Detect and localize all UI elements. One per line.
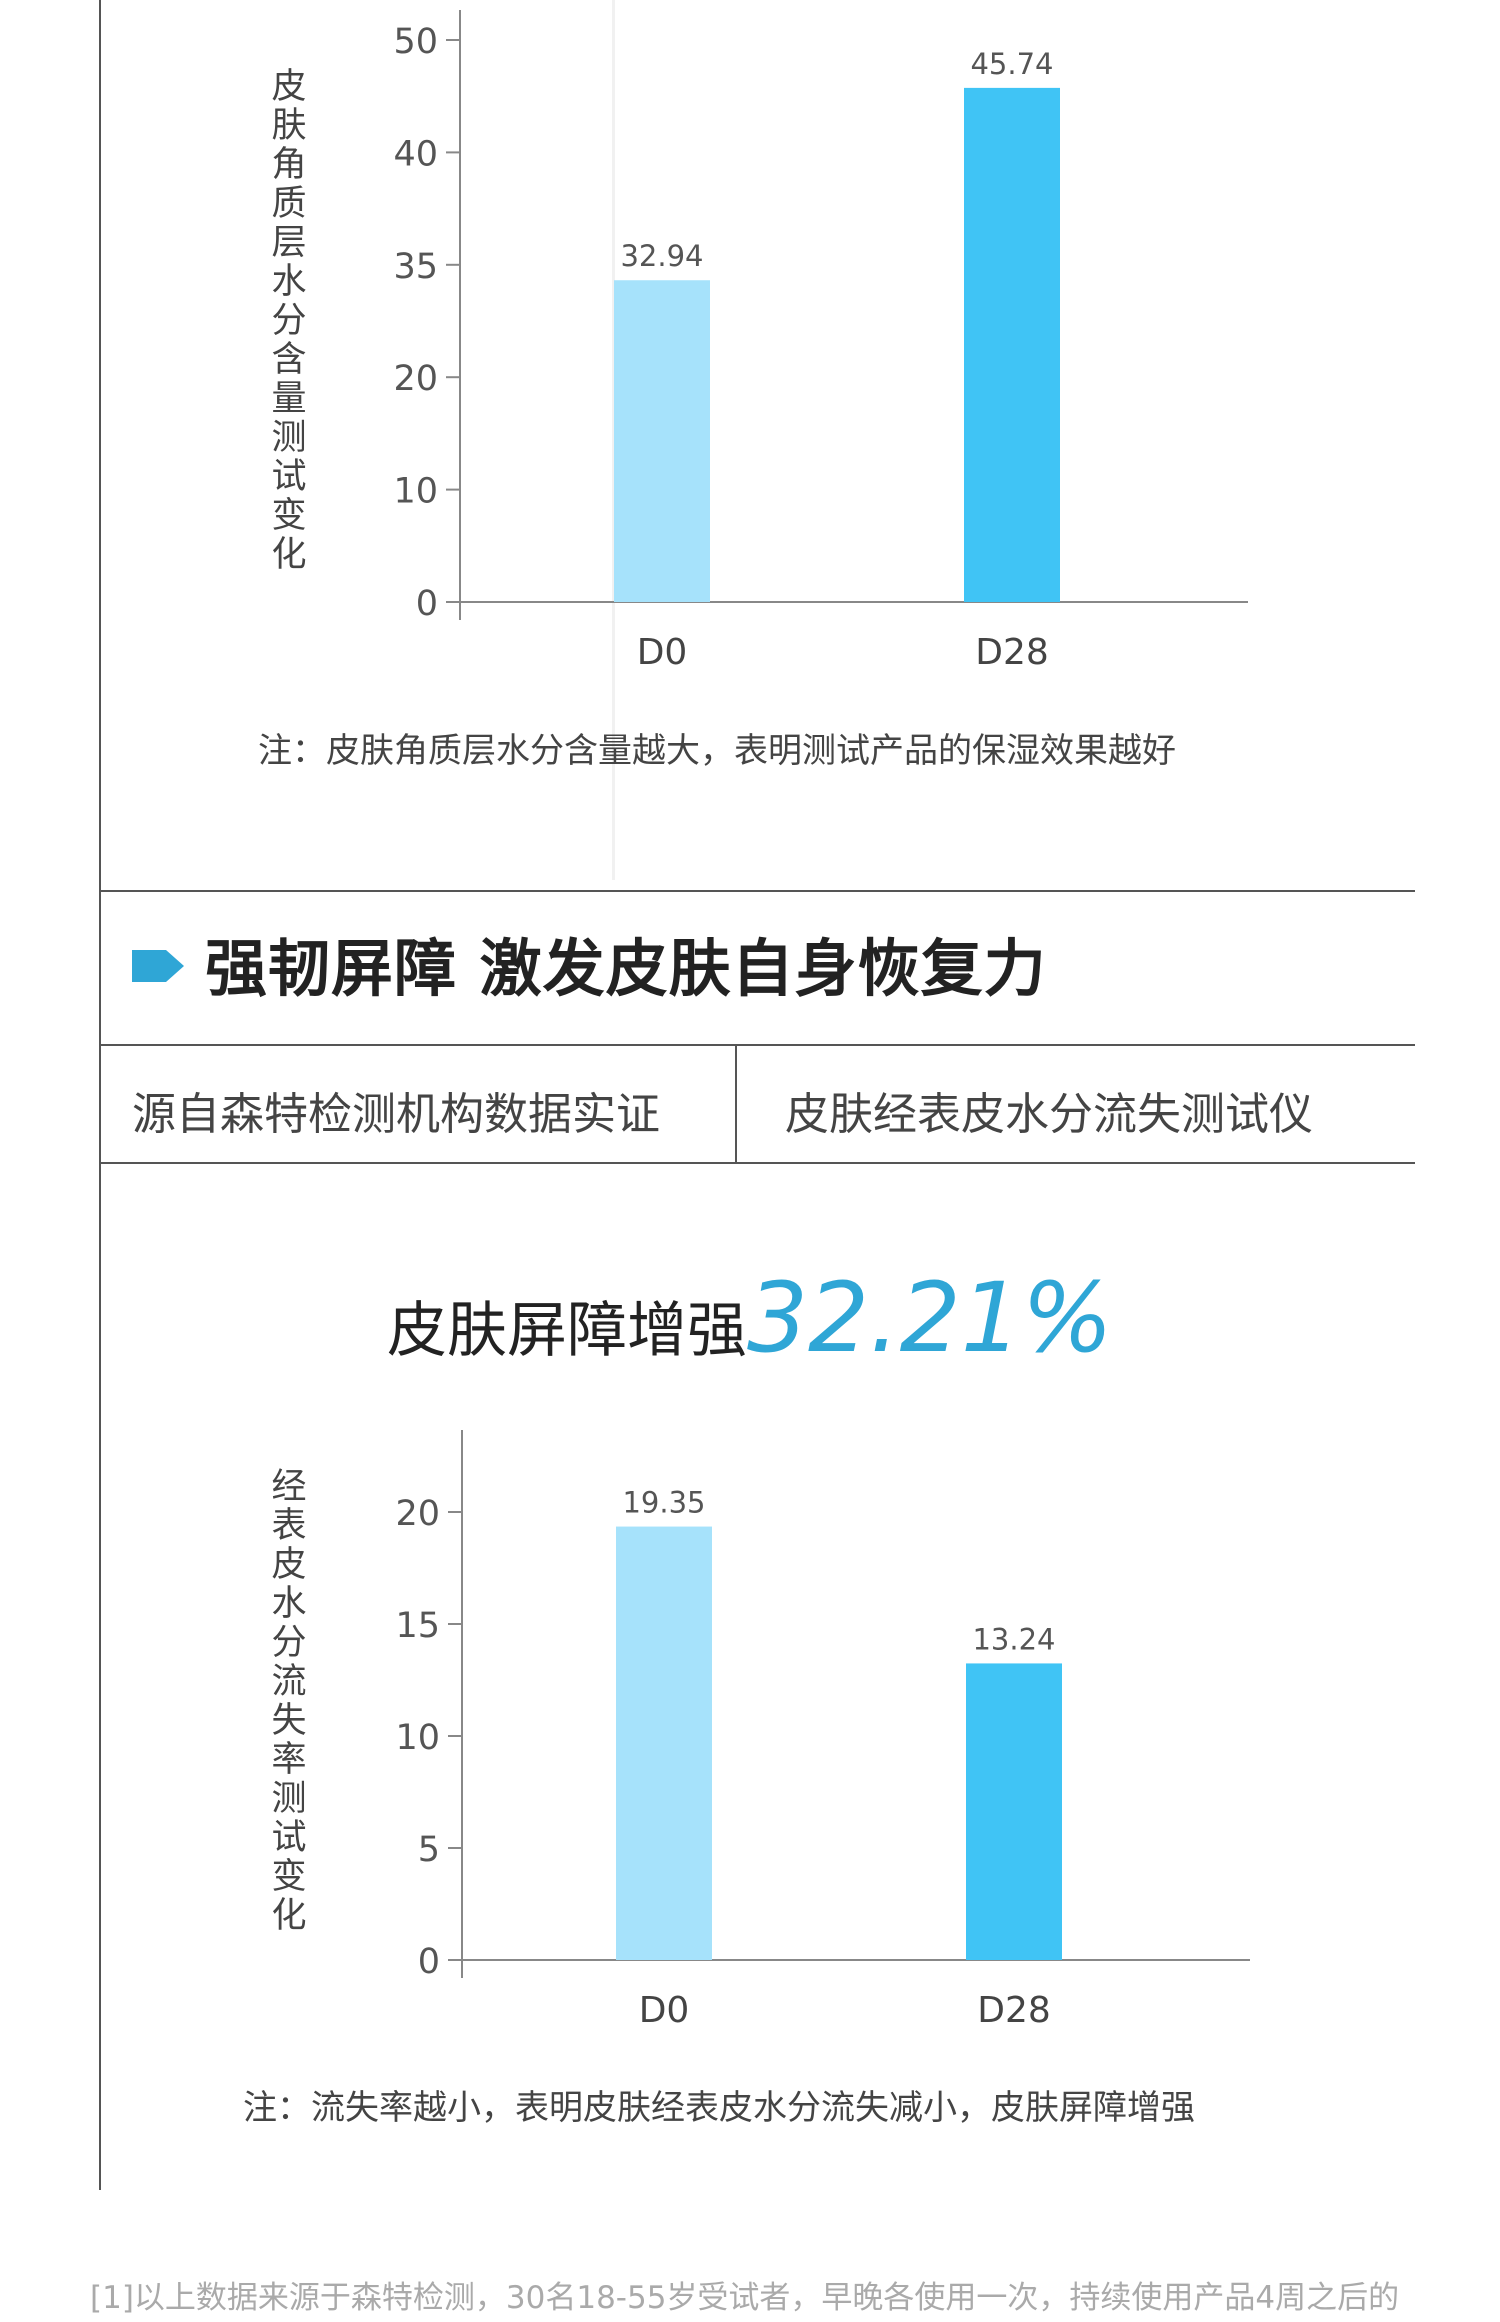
chart2-x-tick-label-d0: D0	[639, 1990, 690, 2031]
chart1-y-tick-label: 10	[393, 472, 438, 512]
frame-left-line-top	[99, 0, 101, 891]
chart2-y-tick-label: 0	[418, 1942, 440, 1982]
chart2-y-tick-label: 15	[395, 1606, 440, 1646]
chart2-svg: 0 5 10 15 20 19.35 D0 13.24 D28	[395, 1430, 1250, 2031]
chart1-data-label-d0: 32.94	[620, 239, 703, 273]
chart2-note: 注：流失率越小，表明皮肤经表皮水分流失减小，皮肤屏障增强	[243, 2088, 1195, 2128]
chart2-bar-d28	[966, 1663, 1062, 1960]
footnote: [1]以上数据来源于森特检测，30名18-55岁受试者，早晚各使用一次，持续使用…	[90, 2280, 1400, 2316]
chart1-y-tick-label: 50	[393, 22, 438, 62]
chart2-data-label-d0: 19.35	[622, 1486, 705, 1520]
chart1-y-tick-label: 20	[393, 359, 438, 399]
chart1-svg: 0 10 20 35 40 50 32.94 D0 45.74 D28	[393, 10, 1248, 673]
faint-divider	[612, 0, 615, 880]
arrow-marker-icon	[132, 950, 184, 982]
chart2-y-tick-label: 20	[395, 1494, 440, 1534]
chart2-y-tick-label: 10	[395, 1718, 440, 1758]
chart1-x-tick-label-d28: D28	[975, 632, 1049, 673]
chart1-note: 注：皮肤角质层水分含量越大，表明测试产品的保湿效果越好	[258, 731, 1176, 771]
headline: 皮肤屏障增强32.21%	[0, 1262, 1500, 1374]
chart2-data-label-d28: 13.24	[972, 1622, 1055, 1656]
chart1-y-tick-label: 0	[416, 584, 438, 624]
chart1-y-tick-label: 35	[393, 247, 438, 287]
section-title-bottom-rule	[99, 1044, 1415, 1046]
chart1-x-tick-label-d0: D0	[637, 632, 688, 673]
cell-divider-line	[735, 1044, 737, 1164]
headline-percent: 32.21%	[746, 1262, 1114, 1374]
source-cell: 源自森特检测机构数据实证	[132, 1089, 660, 1140]
chart2-ylabel: 经表皮水分流失率测试变化	[271, 1467, 307, 1936]
cells-bottom-rule	[99, 1162, 1415, 1164]
chart2-bar-d0	[616, 1526, 712, 1960]
chart1-bar-d0	[614, 280, 710, 602]
chart1-ylabel: 皮肤角质层水分含量测试变化	[271, 67, 307, 575]
chart2: 0 5 10 15 20 19.35 D0 13.24 D28	[0, 1400, 1500, 2040]
chart1: 0 10 20 35 40 50 32.94 D0 45.74 D28	[0, 0, 1500, 700]
section-title: 强韧屏障 激发皮肤自身恢复力	[205, 932, 1047, 1005]
chart1-bar-d28	[964, 87, 1060, 603]
headline-text: 皮肤屏障增强	[386, 1296, 747, 1366]
chart2-y-tick-label: 5	[418, 1830, 440, 1870]
chart1-data-label-d28: 45.74	[970, 47, 1053, 81]
frame-left-line-section	[99, 890, 101, 2190]
instrument-cell: 皮肤经表皮水分流失测试仪	[785, 1089, 1313, 1140]
section-top-rule	[99, 890, 1415, 892]
chart1-y-tick-label: 40	[393, 134, 438, 174]
chart2-x-tick-label-d28: D28	[977, 1990, 1051, 2031]
